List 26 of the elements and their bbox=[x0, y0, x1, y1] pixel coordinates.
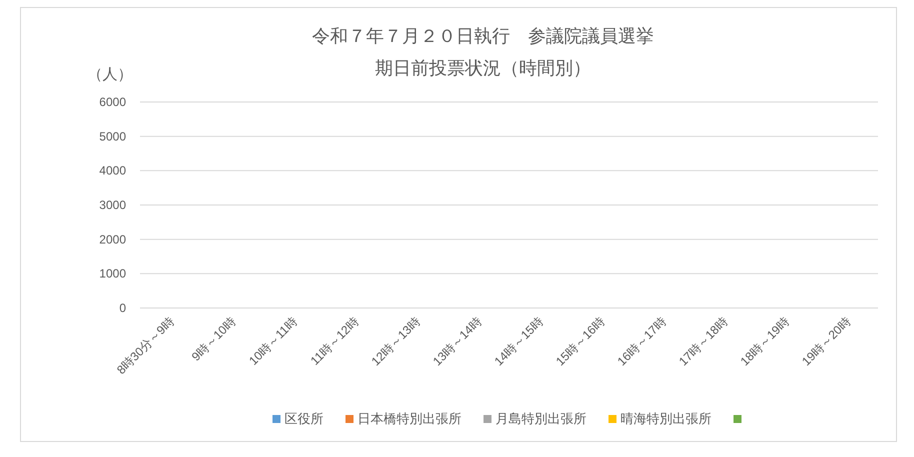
x-tick-label: 19時～20時 bbox=[799, 314, 854, 368]
y-tick-label: 4000 bbox=[99, 164, 126, 178]
chart-subtitle: 期日前投票状況（時間別） bbox=[375, 58, 591, 78]
legend-label: 日本橋特別出張所 bbox=[358, 411, 462, 426]
x-tick-label: 13時～14時 bbox=[430, 314, 484, 368]
x-tick-label: 12時～13時 bbox=[368, 314, 423, 368]
y-tick-label: 0 bbox=[119, 301, 126, 315]
x-tick-label: 9時～10時 bbox=[188, 314, 238, 364]
y-tick-label: 3000 bbox=[99, 198, 126, 212]
x-tick-label: 14時～15時 bbox=[492, 314, 546, 368]
y-tick-label: 1000 bbox=[99, 266, 126, 281]
x-tick-label: 18時～19時 bbox=[738, 314, 792, 368]
x-tick-label: 10時～11時 bbox=[246, 314, 300, 368]
x-tick-label: 11時～12時 bbox=[308, 314, 362, 368]
y-tick-label: 2000 bbox=[99, 232, 126, 246]
chart-title: 令和７年７月２０日執行 参議院議員選挙 bbox=[312, 26, 654, 46]
legend-label: 月島特別出張所 bbox=[496, 411, 586, 426]
legend-label: 晴海特別出張所 bbox=[620, 411, 712, 426]
x-tick-label: 17時～18時 bbox=[676, 314, 730, 368]
x-tick-label: 16時～17時 bbox=[614, 314, 669, 368]
legend-label: 区役所 bbox=[284, 411, 324, 426]
x-tick-label: 8時30分～9時 bbox=[114, 314, 177, 377]
y-tick-label: 6000 bbox=[99, 95, 126, 109]
y-tick-label: 5000 bbox=[99, 129, 126, 144]
y-axis-title: （人） bbox=[88, 66, 132, 83]
x-tick-label: 15時～16時 bbox=[553, 314, 608, 368]
